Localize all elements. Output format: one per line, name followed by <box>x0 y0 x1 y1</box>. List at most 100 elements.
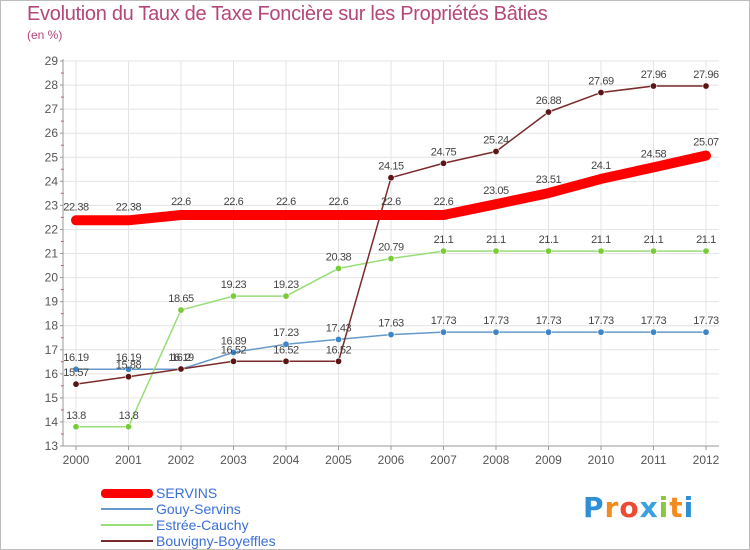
data-label-servins: 22.6 <box>171 196 191 208</box>
data-label-servins: 22.6 <box>434 196 454 208</box>
x-tick-label: 2012 <box>693 453 720 467</box>
data-label-servins: 22.38 <box>116 201 142 213</box>
data-point-bouvigny-boyeffles <box>492 147 500 155</box>
data-label-bouvigny-boyeffles: 16.2 <box>171 352 191 364</box>
data-point-estr-e-cauchy <box>387 255 395 263</box>
x-tick-label: 2000 <box>63 453 90 467</box>
data-point-estr-e-cauchy <box>282 292 290 300</box>
y-tick-label: 16 <box>45 367 59 381</box>
data-point-bouvigny-boyeffles <box>230 357 238 365</box>
legend-label: Gouy-Servins <box>156 501 241 517</box>
logo-letter: o <box>619 491 640 524</box>
data-point-estr-e-cauchy <box>702 247 710 255</box>
data-label-estr-e-cauchy: 19.23 <box>273 279 299 291</box>
data-label-bouvigny-boyeffles: 15.57 <box>63 367 89 379</box>
y-tick-label: 13 <box>45 439 59 453</box>
legend-swatch <box>101 508 153 510</box>
y-tick-label: 28 <box>45 78 59 92</box>
data-label-bouvigny-boyeffles: 24.15 <box>378 161 404 173</box>
axes: 13 14 15 16 17 18 19 20 21 22 23 24 25 26 27 28 29 2000 20… <box>45 54 720 467</box>
x-tick-label: 2009 <box>535 453 562 467</box>
y-tick-label: 24 <box>45 174 59 188</box>
data-point-bouvigny-boyeffles <box>649 82 657 90</box>
legend-label: Estrée-Cauchy <box>156 517 249 533</box>
data-label-bouvigny-boyeffles: 26.88 <box>536 95 562 107</box>
data-label-gouy-servins: 17.73 <box>536 315 562 327</box>
logo-letter: t <box>669 491 684 524</box>
data-label-estr-e-cauchy: 18.65 <box>168 293 194 305</box>
data-label-estr-e-cauchy: 19.23 <box>221 279 247 291</box>
data-label-bouvigny-boyeffles: 24.75 <box>431 146 457 158</box>
logo-letter: i <box>658 491 670 524</box>
data-point-estr-e-cauchy <box>597 247 605 255</box>
legend-label: SERVINS <box>156 485 218 501</box>
legend-swatch <box>101 524 153 526</box>
proxiti-logo: Proxiti <box>583 491 694 524</box>
data-point-bouvigny-boyeffles <box>72 380 80 388</box>
data-point-estr-e-cauchy <box>334 264 342 272</box>
logo-letter: i <box>683 491 695 524</box>
data-label-servins: 22.38 <box>63 201 89 213</box>
grid <box>63 60 719 447</box>
y-tick-label: 19 <box>45 295 59 309</box>
data-point-estr-e-cauchy <box>492 247 500 255</box>
data-label-bouvigny-boyeffles: 27.96 <box>693 69 719 81</box>
data-point-estr-e-cauchy <box>649 247 657 255</box>
data-label-servins: 22.6 <box>276 196 296 208</box>
x-tick-label: 2006 <box>378 453 405 467</box>
data-label-bouvigny-boyeffles: 16.52 <box>221 344 247 356</box>
data-label-servins: 25.07 <box>693 137 719 149</box>
data-label-gouy-servins: 17.73 <box>641 315 667 327</box>
legend-label: Bouvigny-Boyeffles <box>156 533 276 549</box>
data-label-servins: 24.1 <box>591 160 611 172</box>
data-point-bouvigny-boyeffles <box>334 357 342 365</box>
x-tick-label: 2007 <box>430 453 457 467</box>
data-label-estr-e-cauchy: 21.1 <box>539 234 559 246</box>
data-point-gouy-servins <box>544 328 552 336</box>
y-tick-label: 17 <box>45 343 59 357</box>
chart-unit: (en %) <box>27 28 63 42</box>
data-label-servins: 22.6 <box>329 196 349 208</box>
series-lines <box>71 82 711 431</box>
x-tick-label: 2005 <box>325 453 352 467</box>
data-point-estr-e-cauchy <box>439 247 447 255</box>
data-label-servins: 24.58 <box>641 148 667 160</box>
data-label-estr-e-cauchy: 13.8 <box>66 410 86 422</box>
x-tick-label: 2002 <box>168 453 195 467</box>
data-label-gouy-servins: 17.73 <box>431 315 457 327</box>
y-tick-label: 27 <box>45 102 59 116</box>
chart-title: Evolution du Taux de Taxe Foncière sur l… <box>27 3 548 25</box>
y-tick-label: 20 <box>45 271 59 285</box>
logo-letter: x <box>639 491 659 524</box>
y-tick-label: 25 <box>45 150 59 164</box>
x-tick-label: 2010 <box>588 453 615 467</box>
data-label-gouy-servins: 16.19 <box>116 352 142 364</box>
data-point-gouy-servins <box>125 365 133 373</box>
y-tick-label: 26 <box>45 126 59 140</box>
data-label-bouvigny-boyeffles: 25.24 <box>483 134 509 146</box>
data-label-estr-e-cauchy: 21.1 <box>644 234 664 246</box>
data-point-gouy-servins <box>649 328 657 336</box>
x-tick-label: 2011 <box>641 453 667 467</box>
data-label-gouy-servins: 17.73 <box>693 315 719 327</box>
data-point-gouy-servins <box>702 328 710 336</box>
data-label-estr-e-cauchy: 21.1 <box>696 234 716 246</box>
data-label-gouy-servins: 17.73 <box>588 315 614 327</box>
data-label-bouvigny-boyeffles: 15.88 <box>116 360 142 372</box>
legend-swatch <box>101 488 153 498</box>
x-tick-label: 2004 <box>273 453 300 467</box>
data-label-gouy-servins: 17.23 <box>273 327 299 339</box>
y-tick-label: 21 <box>45 247 59 261</box>
data-label-estr-e-cauchy: 20.79 <box>378 242 404 254</box>
data-label-gouy-servins: 16.89 <box>221 335 247 347</box>
data-label-estr-e-cauchy: 21.1 <box>486 234 506 246</box>
data-label-bouvigny-boyeffles: 16.52 <box>273 344 299 356</box>
data-point-bouvigny-boyeffles <box>177 365 185 373</box>
x-tick-label: 2001 <box>115 453 142 467</box>
data-label-gouy-servins: 17.73 <box>483 315 509 327</box>
data-point-bouvigny-boyeffles <box>597 89 605 97</box>
x-tick-label: 2003 <box>220 453 247 467</box>
y-tick-label: 15 <box>45 391 59 405</box>
